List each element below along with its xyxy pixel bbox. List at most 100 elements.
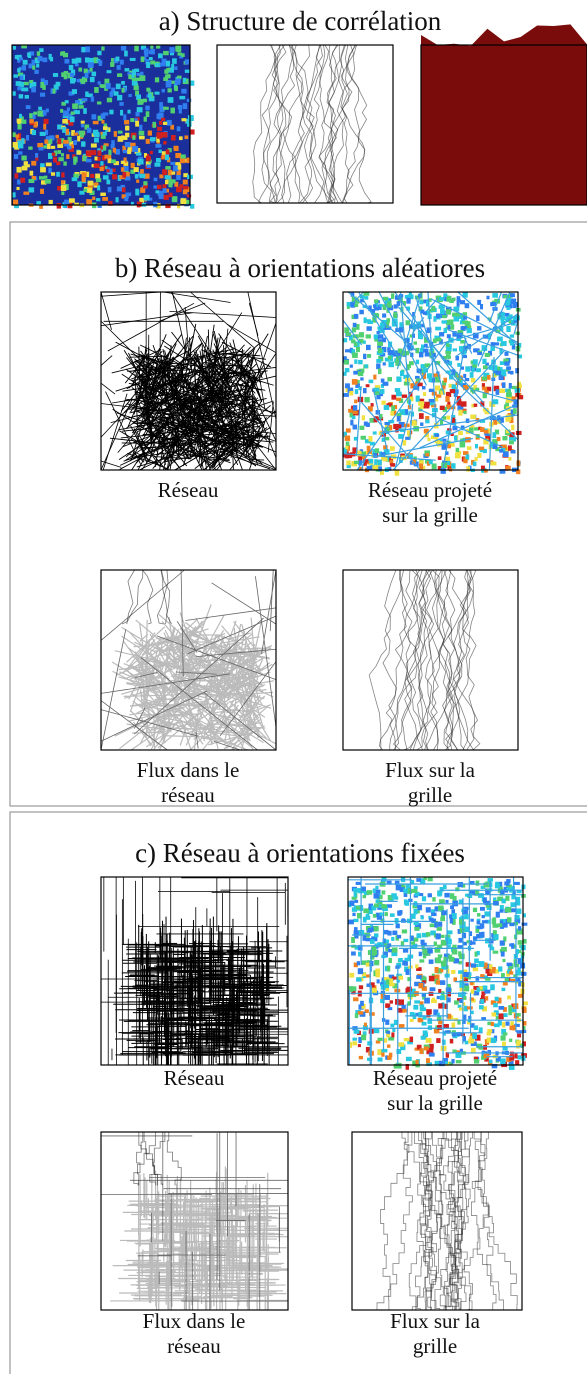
cell [139,125,142,131]
cell [172,58,177,64]
cell [502,959,505,962]
cell [462,326,467,329]
cell [185,59,189,64]
cell [93,121,99,124]
cell [78,68,82,72]
cell [510,902,516,907]
cell [458,431,463,435]
cell [346,333,351,336]
cell [373,888,376,893]
cell [424,998,430,1004]
cell [91,96,94,101]
panel-title: b) Réseau à orientations aléatiores [115,253,485,283]
cell [403,949,408,953]
cell [445,900,448,903]
cell [378,460,382,466]
cell [70,116,75,122]
cell [499,389,505,393]
cell [484,911,490,916]
cell [181,89,186,94]
cell [29,179,35,183]
cell [163,141,166,144]
cell [402,929,407,933]
cell [356,882,361,885]
cell [382,890,386,894]
cell [481,466,485,470]
cell [427,1018,432,1024]
cell [440,995,445,1000]
cell [26,164,29,167]
cell [389,1053,392,1058]
cell [84,69,88,74]
cell [487,1037,491,1042]
cell [477,951,480,955]
cell [39,176,45,179]
cell [378,334,384,339]
cell [378,1057,383,1061]
cell [81,141,85,146]
cell [100,84,104,87]
cell [444,893,449,898]
cell [122,172,126,178]
cell [372,950,377,955]
cell [418,335,423,339]
cell [378,1038,383,1041]
cell [354,359,357,364]
cell [156,158,161,162]
cell [446,309,451,314]
cell [450,893,454,899]
cell [493,951,499,954]
cell [499,909,503,912]
cell [160,63,166,67]
cell [152,122,156,128]
cell [159,121,162,125]
cell [126,172,130,177]
cell [130,118,134,122]
cell [352,327,356,332]
cell [31,87,36,93]
cell [86,199,92,205]
cell [460,988,465,992]
cell [123,136,127,140]
cell [31,161,36,166]
cell [472,1033,477,1039]
cell [166,61,170,67]
cell [373,304,376,307]
cell [432,897,435,902]
cell [135,112,139,116]
cell [518,958,522,964]
cell [465,321,471,326]
cell [431,999,437,1003]
cell [499,1006,505,1010]
cell [382,904,387,908]
cell [389,983,395,987]
cell [44,139,48,143]
cell [19,114,22,118]
cell [492,365,497,371]
cell [492,1012,496,1016]
cell [155,144,160,147]
cell [179,96,185,99]
cell [424,877,427,880]
cell [414,1000,420,1003]
cell [373,431,377,434]
cell [165,166,170,169]
cell [466,466,470,471]
cell [479,932,483,936]
cell [366,384,370,387]
cell [112,174,117,179]
cell [139,131,145,136]
cell [168,97,174,103]
cell [29,119,34,123]
cell [161,118,165,121]
cell [101,46,104,50]
cell [162,89,165,93]
cell [373,914,376,918]
cell [509,440,514,444]
cell [18,151,22,154]
cell [106,83,111,89]
cell [388,949,392,952]
cell [137,107,143,112]
cell [506,366,511,370]
cell [432,463,437,469]
